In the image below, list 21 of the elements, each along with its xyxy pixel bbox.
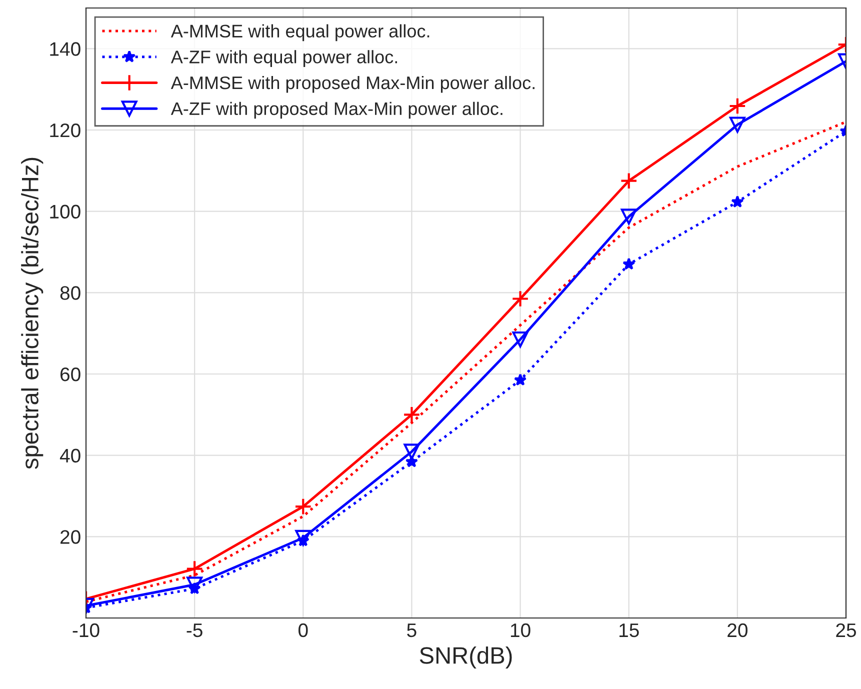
x-tick-label: -5 (186, 624, 202, 638)
y-tick-label: 120 (50, 123, 80, 138)
x-tick-label: 25 (836, 623, 856, 638)
y-tick-label: 40 (60, 448, 80, 463)
y-tick-label: 80 (60, 286, 80, 300)
legend-label: A-ZF with proposed Max-Min power alloc. (170, 102, 502, 119)
y-tick-label: 60 (60, 367, 80, 382)
x-axis-title: SNR(dB) (420, 646, 512, 669)
y-tick-label: 100 (50, 204, 80, 219)
legend-label: A-ZF with equal power alloc. (170, 50, 398, 67)
legend-label: A-MMSE with proposed Max-Min power alloc. (170, 76, 534, 93)
x-tick-label: 5 (407, 624, 416, 638)
x-tick-label: 0 (298, 623, 308, 638)
y-tick-label: 140 (50, 42, 80, 56)
x-tick-label: -10 (72, 623, 100, 638)
y-tick-label: 20 (60, 530, 80, 544)
x-tick-label: 15 (620, 624, 639, 638)
x-tick-label: 10 (510, 623, 530, 638)
x-tick-label: 20 (728, 623, 748, 638)
y-axis-title: spectral efficiency (bit/sec/Hz) (21, 158, 44, 469)
legend-label: A-MMSE with equal power alloc. (170, 24, 430, 42)
